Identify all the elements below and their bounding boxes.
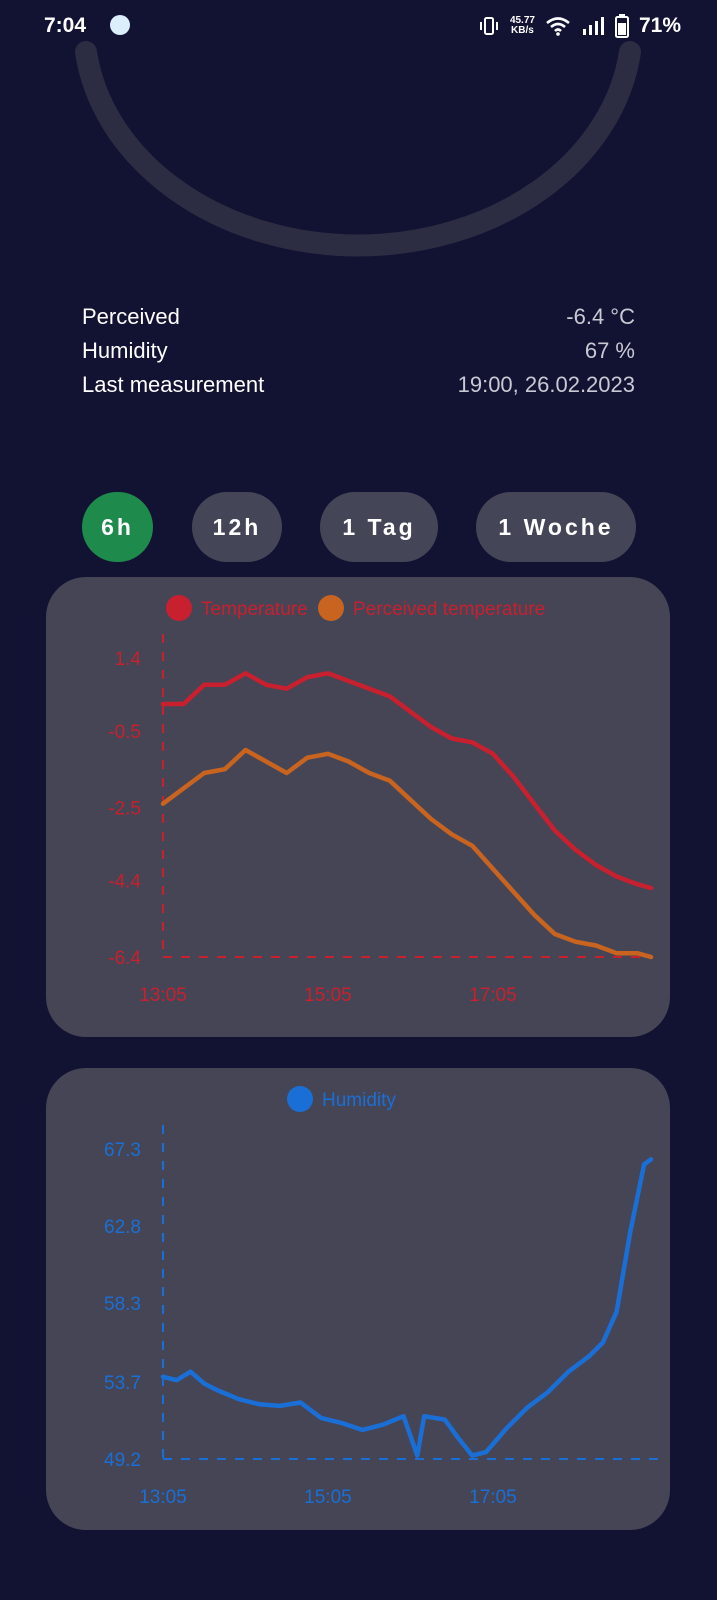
battery-percent: 71%	[638, 14, 681, 37]
series-line-humidity	[160, 1157, 654, 1458]
legend-marker-0	[287, 1086, 313, 1112]
network-speed-value: 45.77	[509, 15, 535, 26]
network-speed-unit: KB/s	[511, 25, 534, 36]
legend-label-0: Temperature	[201, 599, 308, 620]
status-bar: 7:04 45.77 KB/s 71%	[0, 0, 717, 52]
perceived-row: Perceived -6.4 °C	[82, 300, 635, 334]
perceived-label: Perceived	[82, 304, 180, 329]
vibrate-icon	[479, 17, 498, 35]
wifi-icon	[546, 17, 570, 36]
range-12h-button[interactable]: 12h	[192, 492, 282, 562]
temperature-chart: Temperature Perceived temperature 1.4 -0.5 -…	[108, 595, 654, 1006]
last-measurement-value: 19:00, 26.02.2023	[457, 372, 635, 397]
range-selector: 6h 12h 1 Tag 1 Woche	[0, 492, 717, 562]
humidity-label: Humidity	[82, 338, 168, 363]
battery-icon	[614, 14, 629, 38]
y-tick-label: -4.4	[108, 871, 141, 892]
x-tick-label: 17:05	[469, 985, 517, 1006]
y-tick-label: 58.3	[104, 1294, 141, 1315]
last-measurement-label: Last measurement	[82, 372, 265, 397]
y-tick-label: 67.3	[104, 1140, 141, 1161]
x-tick-label: 15:05	[304, 985, 352, 1006]
y-tick-label: -2.5	[108, 799, 141, 820]
range-6h-button[interactable]: 6h	[82, 492, 153, 562]
humidity-chart-card: Humidity 67.3 62.8 58.3 53.7 49.2 13:05 15:05 17…	[46, 1068, 670, 1530]
legend-label-0: Humidity	[322, 1090, 396, 1111]
x-tick-label: 13:05	[139, 985, 187, 1006]
status-time: 7:04	[44, 14, 87, 37]
humidity-row: Humidity 67 %	[82, 334, 635, 368]
y-tick-label: 49.2	[104, 1450, 141, 1471]
humidity-value: 67 %	[584, 338, 635, 363]
y-tick-label: -0.5	[108, 722, 141, 743]
legend-label-1: Perceived temperature	[353, 599, 545, 620]
x-tick-label: 13:05	[139, 1487, 187, 1508]
legend-marker-1	[318, 595, 344, 621]
perceived-value: -6.4 °C	[566, 304, 635, 329]
measurement-info: Perceived -6.4 °C Humidity 67 % Last mea…	[82, 300, 635, 402]
series-line-perceived-temperature	[160, 747, 654, 960]
signal-icon	[582, 17, 604, 35]
humidity-chart: Humidity 67.3 62.8 58.3 53.7 49.2 13:05 15:05 17…	[104, 1086, 661, 1508]
legend-marker-0	[166, 595, 192, 621]
temperature-chart-card: Temperature Perceived temperature 1.4 -0.5 -…	[46, 577, 670, 1037]
y-tick-label: -6.4	[108, 948, 141, 969]
range-1-woche-button[interactable]: 1 Woche	[476, 492, 636, 562]
gauge-arc	[75, 41, 641, 257]
y-tick-label: 53.7	[104, 1373, 141, 1394]
y-tick-label: 1.4	[115, 649, 142, 670]
notification-icon	[110, 15, 130, 35]
status-icons: 45.77 KB/s 71%	[478, 12, 681, 40]
last-measurement-row: Last measurement 19:00, 26.02.2023	[82, 368, 635, 402]
y-tick-label: 62.8	[104, 1217, 141, 1238]
x-tick-label: 15:05	[304, 1487, 352, 1508]
series-line-temperature	[160, 671, 654, 891]
range-1-tag-button[interactable]: 1 Tag	[320, 492, 438, 562]
x-tick-label: 17:05	[469, 1487, 517, 1508]
network-speed: 45.77 KB/s	[510, 16, 535, 36]
